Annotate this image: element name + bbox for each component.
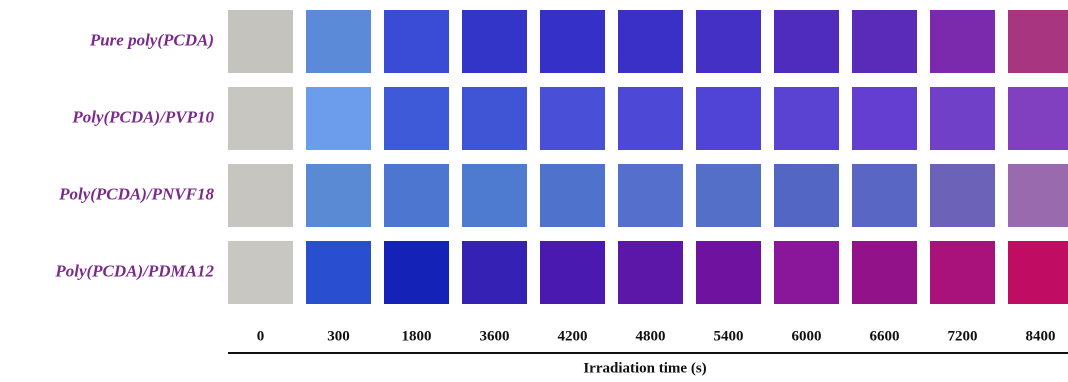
page: {"figure": { "x_label": "Irradiation tim…: [0, 0, 1068, 377]
color-swatch: [228, 87, 293, 150]
color-swatch: [462, 241, 527, 304]
color-swatch: [384, 164, 449, 227]
color-swatch: [852, 10, 917, 73]
color-swatch: [306, 87, 371, 150]
column-label: 6600: [870, 328, 900, 344]
color-swatch: [930, 87, 995, 150]
color-swatch: [228, 241, 293, 304]
color-swatch: [384, 241, 449, 304]
column-label: 0: [257, 328, 265, 344]
color-swatch: [1008, 87, 1068, 150]
row-label: Pure poly(PCDA): [89, 30, 214, 49]
color-swatch: [930, 10, 995, 73]
column-label: 6000: [792, 328, 822, 344]
column-label: 4800: [636, 328, 666, 344]
color-swatch: [1008, 241, 1068, 304]
color-swatch: [306, 164, 371, 227]
color-swatch: [540, 10, 605, 73]
color-swatch: [696, 164, 761, 227]
color-swatch: [852, 241, 917, 304]
color-swatch: [618, 164, 683, 227]
column-label: 1800: [402, 328, 432, 344]
color-swatch: [852, 164, 917, 227]
color-swatch: [384, 87, 449, 150]
color-swatch: [462, 87, 527, 150]
color-swatch: [774, 10, 839, 73]
column-label: 4200: [558, 328, 588, 344]
color-swatch: [540, 87, 605, 150]
color-swatch: [930, 164, 995, 227]
color-swatch: [618, 10, 683, 73]
row-label: Poly(PCDA)/PDMA12: [54, 261, 214, 280]
column-label: 300: [327, 328, 350, 344]
color-swatch: [930, 241, 995, 304]
figure: Irradiation time (s) 0 300 1800 3600 4200 480…: [0, 0, 1068, 377]
color-swatch: [852, 87, 917, 150]
color-swatch: [306, 241, 371, 304]
color-swatch: [618, 87, 683, 150]
color-swatch: [228, 10, 293, 73]
row-label: Poly(PCDA)/PVP10: [71, 107, 214, 126]
color-swatch: [1008, 10, 1068, 73]
color-swatch: [774, 164, 839, 227]
color-swatch: [1008, 164, 1068, 227]
color-swatch: [228, 164, 293, 227]
color-swatch: [306, 10, 371, 73]
color-swatch: [696, 241, 761, 304]
color-swatch: [696, 87, 761, 150]
column-label: 3600: [480, 328, 510, 344]
column-label: 5400: [714, 328, 744, 344]
color-swatch: [774, 87, 839, 150]
color-swatch: [774, 241, 839, 304]
color-swatch: [540, 241, 605, 304]
color-swatch: [462, 10, 527, 73]
column-label: 8400: [1026, 328, 1056, 344]
column-label: 7200: [948, 328, 978, 344]
color-swatch: [384, 10, 449, 73]
color-swatch: [618, 241, 683, 304]
color-swatch: [462, 164, 527, 227]
color-swatch: [540, 164, 605, 227]
color-swatch: [696, 10, 761, 73]
axis-label: Irradiation time (s): [583, 360, 706, 376]
row-label: Poly(PCDA)/PNVF18: [58, 184, 214, 203]
